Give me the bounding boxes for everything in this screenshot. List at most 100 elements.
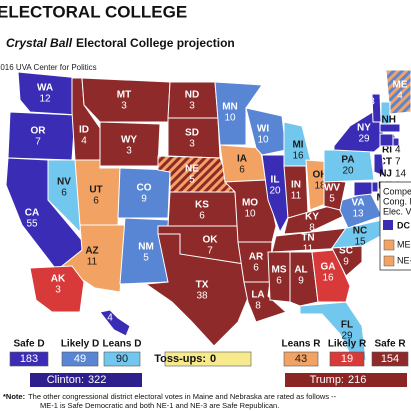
- side-box-item: NE-2: [397, 255, 411, 265]
- state-shape: [17, 71, 81, 116]
- state-label: NC: [353, 226, 367, 237]
- state-label: IN: [291, 180, 301, 191]
- title: ELECTORAL COLLEGE: [0, 2, 187, 21]
- subtitle-rest: Electoral College projection: [76, 36, 235, 50]
- state-label: KY: [305, 212, 319, 223]
- state-votes: 13: [352, 209, 364, 220]
- state-label: MT: [117, 90, 131, 101]
- state-label: UT: [89, 185, 102, 196]
- state-label: VA: [351, 198, 364, 209]
- state-label: WI: [257, 124, 269, 135]
- state-label: MN: [222, 102, 238, 113]
- legend-label: Leans R: [282, 339, 322, 350]
- side-box-text: Elec. Votes: [383, 206, 411, 216]
- state-votes: 6: [93, 196, 99, 207]
- state-label: TN: [301, 233, 314, 244]
- note: *Note: The other congressional district e…: [3, 392, 337, 401]
- state-shape: [379, 123, 401, 133]
- state-label: AK: [51, 274, 66, 285]
- legend-box: [371, 351, 409, 367]
- state-label: CO: [137, 183, 152, 194]
- state-votes: 4: [81, 136, 87, 147]
- state-votes: 16: [322, 273, 334, 284]
- subtitle-italic: Crystal Ball: [6, 36, 73, 50]
- legend-label: Likely D: [61, 339, 99, 350]
- state-label: AR: [249, 252, 264, 263]
- state-label: SC: [339, 246, 353, 257]
- legend-box: [103, 351, 141, 367]
- legend-box: [164, 351, 252, 367]
- state-votes: 20: [342, 166, 354, 177]
- state-label: KS: [195, 200, 209, 211]
- state-shape: [144, 233, 253, 347]
- state-label: IL: [271, 175, 280, 186]
- legend-total: 90: [116, 353, 128, 365]
- total-label: Clinton:: [47, 374, 84, 386]
- total-bar: [30, 373, 142, 387]
- state-votes: 9: [343, 257, 349, 268]
- state-votes: 5: [329, 194, 335, 205]
- state-votes: 6: [276, 276, 282, 287]
- note-line1: The other congressional district elector…: [28, 392, 337, 401]
- legend-box: [9, 351, 49, 367]
- state-label: NY: [357, 123, 371, 134]
- state-votes: 5: [143, 253, 149, 264]
- state-shape: [99, 309, 131, 337]
- state-label: NE: [185, 164, 199, 175]
- note-bold: *Note:: [3, 392, 25, 401]
- dc-swatch: [383, 220, 393, 230]
- legend-label: Likely R: [328, 339, 367, 350]
- side-box-item: ME-2: [397, 239, 411, 249]
- state-shape: [371, 181, 379, 193]
- side-box-swatch: [383, 239, 395, 251]
- legend-box: [61, 351, 99, 367]
- state-label: WY: [121, 135, 137, 146]
- state-votes: 12: [39, 94, 51, 105]
- legend-label: Leans D: [103, 339, 142, 350]
- legend-box: [329, 351, 365, 367]
- state-label: WA: [37, 83, 53, 94]
- state-shape: [330, 219, 389, 249]
- state-votes: 3: [369, 97, 375, 108]
- state-label: MI: [292, 140, 303, 151]
- state-label: WV: [324, 183, 340, 194]
- state-label: AZ: [85, 246, 98, 257]
- legend-total: 49: [74, 353, 86, 365]
- state-votes: 4: [395, 145, 401, 156]
- state-votes: 6: [253, 263, 259, 274]
- state-votes: 4: [397, 91, 403, 102]
- legend-total: 43: [295, 353, 307, 365]
- state-shape: [373, 153, 385, 177]
- state-votes: 4: [107, 313, 113, 324]
- legend-label: Safe R: [374, 339, 406, 350]
- legend-total: 154: [381, 353, 399, 365]
- state-label: OR: [31, 126, 47, 137]
- legend-total: 0: [210, 353, 216, 365]
- state-votes: 11: [291, 191, 302, 202]
- legend-box: [283, 351, 319, 367]
- state-votes: 6: [61, 188, 67, 199]
- state-label: SD: [185, 128, 199, 139]
- state-votes: 14: [395, 169, 407, 180]
- total-value: 216: [348, 374, 366, 386]
- legend-label: Toss-ups:: [154, 353, 206, 365]
- total-value: 322: [88, 374, 106, 386]
- state-label: RI: [382, 145, 392, 156]
- state-votes: 55: [26, 219, 38, 230]
- state-shape: [385, 69, 411, 115]
- legend-total: 183: [20, 353, 38, 365]
- state-label: FL: [341, 320, 353, 331]
- state-shape: [29, 265, 85, 313]
- state-label: AL: [294, 265, 307, 276]
- subtitle: Crystal Ball Electoral College projection: [6, 36, 235, 50]
- state-votes: 8: [309, 223, 315, 234]
- side-box-text: Cong. Dist.: [383, 196, 411, 206]
- state-label: CT: [379, 157, 392, 168]
- state-shape: [214, 81, 263, 146]
- state-votes: 7: [35, 137, 41, 148]
- state-votes: 8: [255, 301, 261, 312]
- legend-total: 19: [341, 353, 353, 365]
- state-votes: 15: [354, 237, 366, 248]
